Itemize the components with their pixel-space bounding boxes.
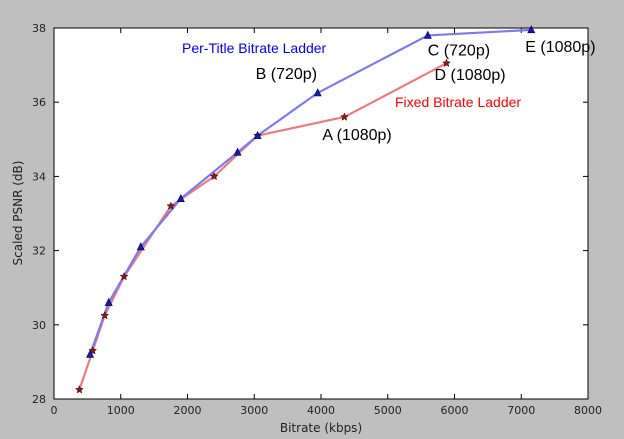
annotation-label: C (720p)	[428, 42, 490, 59]
data-point-per-title	[176, 193, 185, 202]
x-tick-label: 2000	[174, 404, 202, 417]
data-point-per-title	[253, 130, 262, 139]
annotation-label: D (1080p)	[434, 67, 505, 84]
data-point-per-title	[104, 297, 113, 306]
y-tick-label: 28	[32, 393, 46, 406]
data-point-per-title	[423, 30, 432, 39]
y-tick-label: 30	[32, 319, 46, 332]
data-point-per-title	[313, 88, 322, 97]
data-point-fixed	[119, 271, 129, 281]
point-annotations: A (1080p) B (720p) C (720p) D (1080p) E (108…	[256, 39, 596, 144]
x-tick-label: 7000	[507, 404, 535, 417]
x-tick-label: 3000	[240, 404, 268, 417]
x-tick-label: 1000	[107, 404, 135, 417]
data-point-per-title	[86, 349, 95, 358]
data-point-per-title	[233, 147, 242, 156]
data-point-fixed	[74, 385, 84, 394]
data-point-per-title	[136, 242, 145, 251]
x-tick-label: 0	[51, 404, 58, 417]
legend-per-title: Per-Title Bitrate Ladder	[182, 40, 327, 56]
x-tick-label: 4000	[307, 404, 335, 417]
data-point-fixed	[166, 201, 176, 210]
data-point-per-title	[527, 25, 536, 34]
data-point-fixed	[209, 171, 219, 181]
annotation-label: A (1080p)	[322, 127, 391, 144]
data-point-fixed	[442, 58, 451, 68]
y-axis-label: Scaled PSNR (dB)	[11, 161, 25, 266]
series-markers	[74, 25, 536, 394]
y-tick-label: 38	[32, 22, 46, 35]
y-tick-label: 32	[32, 245, 46, 258]
plot-area	[53, 27, 589, 400]
annotation-label: B (720p)	[256, 66, 317, 83]
axis-ticks: 0 1000 2000 3000 4000 5000 6000 7000 8000 28 30 32 3…	[32, 22, 602, 417]
y-tick-label: 34	[32, 170, 46, 183]
annotation-label: E (1080p)	[525, 39, 595, 56]
legend-fixed: Fixed Bitrate Ladder	[395, 94, 521, 110]
y-tick-label: 36	[32, 96, 46, 109]
x-axis-label: Bitrate (kbps)	[280, 421, 362, 435]
data-point-fixed	[100, 310, 110, 320]
data-point-fixed	[339, 112, 349, 121]
x-tick-label: 6000	[441, 404, 469, 417]
x-tick-label: 5000	[374, 404, 402, 417]
x-tick-label: 8000	[574, 404, 602, 417]
